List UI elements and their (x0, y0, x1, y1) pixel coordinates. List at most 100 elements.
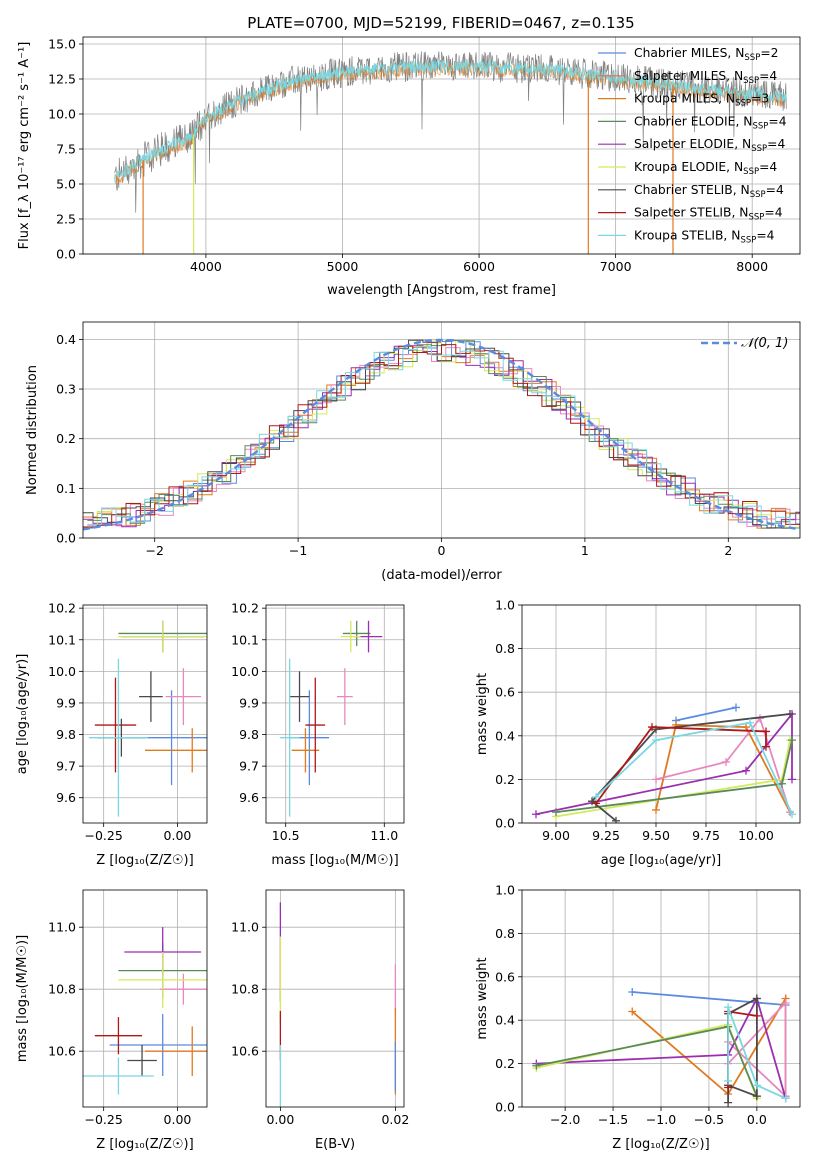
plot-area (88, 620, 207, 817)
x-tick-label: 9.00 (542, 828, 570, 843)
x-tick-label: 1 (581, 543, 589, 558)
errorbar-point (305, 677, 326, 773)
mass-weight-series (595, 726, 767, 804)
y-tick-label: 0.2 (495, 772, 515, 787)
mass-weight-series (727, 1006, 786, 1100)
plus-marker (652, 736, 660, 745)
errorbar-point (342, 620, 371, 647)
y-tick-label: 0.3 (56, 382, 76, 397)
x-tick-label: 9.75 (692, 828, 720, 843)
plot-area (83, 338, 800, 531)
y-tick-label: 10.0 (48, 107, 76, 122)
errorbar-point (291, 728, 320, 773)
panel-mass_vs_ebv: 0.00 0.02 10.6 10.8 11.0 E(B-V) (231, 889, 409, 1152)
errorbar-point (279, 658, 300, 817)
residual-histogram (87, 346, 800, 529)
plus-marker (762, 727, 770, 736)
y-axis-label: Flux [f_λ 10⁻¹⁷ erg cm⁻² s⁻¹ A⁻¹] (17, 42, 32, 250)
y-tick-label: 2.5 (56, 212, 76, 227)
residual-histogram (83, 339, 800, 529)
y-tick-label: 10.6 (231, 1044, 259, 1059)
plus-marker (788, 736, 796, 745)
panel-mass_vs_Z: −0.25 0.00 10.6 10.8 11.0 Z [log₁₀(Z/Z☉)] mass… (15, 889, 208, 1152)
plus-marker (752, 1081, 761, 1090)
plus-marker (786, 710, 794, 718)
errorbar-point (94, 677, 137, 773)
axes-frame (82, 889, 208, 1108)
x-tick-label: 10.5 (272, 828, 300, 843)
x-axis-label: Z [log₁₀(Z/Z☉)] (96, 853, 193, 868)
x-tick-label: −1 (289, 543, 307, 558)
x-axis-label: (data-model)/error (381, 568, 502, 583)
legend-entry: Salpeter ELODIE, NSSP=4 (634, 137, 785, 154)
y-tick-label: 10.1 (48, 632, 76, 647)
y-tick-label: 0.8 (495, 641, 515, 656)
axes-frame (82, 321, 801, 539)
x-tick-label: 9.25 (592, 828, 620, 843)
plus-marker (612, 816, 620, 823)
mass-weight-series (675, 706, 737, 722)
plus-marker (724, 1003, 733, 1012)
y-axis-label: mass [log₁₀(M/M☉)] (15, 935, 30, 1062)
panel-massweight_vs_age: 9.00 9.25 9.50 9.75 10.00 0.0 0.2 0.4 0.6 0.8 1.0 a… (475, 598, 801, 868)
legend-entry: Chabrier MILES, NSSP=2 (634, 46, 778, 63)
x-tick-label: −2 (145, 543, 163, 558)
y-tick-label: 0.4 (495, 1013, 515, 1028)
y-tick-label: 9.9 (56, 695, 76, 710)
errorbar-point (88, 658, 148, 817)
axes-frame (82, 36, 801, 255)
plus-marker (746, 718, 754, 727)
plus-marker (752, 994, 761, 1003)
plus-marker (732, 703, 740, 712)
mass-weight-series (595, 721, 793, 815)
y-tick-label: 0.0 (56, 531, 76, 546)
errorbar-point (165, 668, 202, 726)
errorbar-point (289, 671, 310, 722)
plus-marker (628, 1007, 637, 1016)
y-tick-label: 10.0 (48, 664, 76, 679)
x-axis-label: E(B-V) (315, 1137, 355, 1152)
y-tick-label: 11.0 (48, 920, 76, 935)
x-axis-label: mass [log₁₀(M/M☉)] (271, 853, 398, 868)
axes-frame (265, 604, 405, 824)
legend-entry: 𝒩(0, 1) (741, 336, 788, 351)
errorbar-point (336, 668, 353, 726)
y-tick-label: 0.0 (56, 247, 76, 262)
panel-age_vs_mass: 10.5 11.0 9.6 9.7 9.8 9.9 10.0 10.1 10.2 mass [lo… (231, 601, 405, 868)
x-tick-label: 0.00 (164, 1112, 192, 1127)
y-tick-label: 12.5 (48, 72, 76, 87)
y-axis-label: age [log₁₀(age/yr)] (15, 654, 30, 775)
y-tick-label: 0.2 (495, 1056, 515, 1071)
residual-histogram (83, 342, 800, 529)
plus-marker (752, 1011, 761, 1020)
axes-frame (521, 604, 801, 824)
plus-marker (752, 1092, 761, 1101)
x-tick-label: 0.00 (164, 828, 192, 843)
plus-marker (722, 757, 730, 766)
y-tick-label: 9.8 (239, 727, 259, 742)
y-tick-label: 10.6 (48, 1044, 76, 1059)
y-tick-label: 5.0 (56, 177, 76, 192)
plus-marker (592, 792, 600, 801)
x-tick-label: 0 (438, 543, 446, 558)
mass-weight-series (655, 716, 791, 813)
legend-entry: Chabrier ELODIE, NSSP=4 (634, 114, 787, 131)
x-tick-label: 0.00 (266, 1112, 294, 1127)
x-tick-label: 0.02 (381, 1112, 409, 1127)
plus-marker (552, 808, 560, 817)
errorbar-point (145, 728, 207, 773)
y-tick-label: 9.6 (56, 790, 76, 805)
plus-marker (788, 775, 796, 784)
x-axis-label: age [log₁₀(age/yr)] (601, 853, 722, 868)
y-tick-label: 9.7 (239, 759, 259, 774)
x-tick-label: 11.0 (370, 828, 398, 843)
plus-marker (652, 805, 660, 814)
plus-marker (532, 810, 540, 819)
x-tick-label: −2.0 (550, 1112, 580, 1127)
plus-marker (781, 1094, 790, 1103)
mass-weight-series (655, 723, 791, 813)
errorbar-point (118, 620, 207, 653)
errorbar-point (94, 1017, 143, 1055)
y-tick-label: 0.4 (495, 728, 515, 743)
